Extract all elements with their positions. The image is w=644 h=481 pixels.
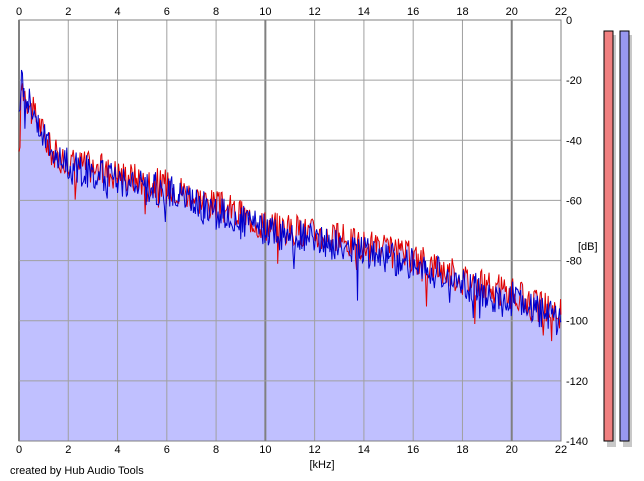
- x-tick-label-top: 8: [213, 6, 219, 18]
- x-tick-label-bottom: 4: [114, 444, 120, 456]
- credit-text: created by Hub Audio Tools: [10, 465, 144, 477]
- spectrum-area-fill: [19, 70, 561, 442]
- x-tick-label-bottom: 14: [358, 444, 370, 456]
- x-tick-label-bottom: 20: [506, 444, 518, 456]
- x-tick-labels-top: 0 2 4 6 8 10 12 14 16 18 20 22: [16, 6, 567, 18]
- x-tick-label-top: 2: [65, 6, 71, 18]
- x-tick-label-bottom: 2: [65, 444, 71, 456]
- y-tick-label: -20: [566, 75, 582, 87]
- x-tick-label-bottom: 12: [309, 444, 321, 456]
- spectrum-fill-layer: [19, 70, 561, 442]
- x-tick-label-bottom: 0: [16, 444, 22, 456]
- left-level-meter: [603, 30, 614, 442]
- x-tick-label-bottom: 16: [407, 444, 419, 456]
- x-tick-label-bottom: 8: [213, 444, 219, 456]
- x-tick-label-top: 12: [309, 6, 321, 18]
- level-meters: [603, 30, 632, 447]
- y-tick-label: -140: [566, 436, 588, 448]
- x-tick-label-top: 22: [555, 6, 567, 18]
- right-channel-line: [18, 69, 562, 336]
- x-tick-label-top: 18: [456, 6, 468, 18]
- x-tick-label-top: 6: [164, 6, 170, 18]
- x-tick-label-top: 20: [506, 6, 518, 18]
- x-tick-label-top: 4: [114, 6, 120, 18]
- plot-frame: [18, 19, 562, 442]
- y-axis-label: [dB]: [578, 241, 598, 253]
- x-tick-label-bottom: 22: [555, 444, 567, 456]
- grid-layer: [18, 19, 562, 442]
- right-level-meter: [619, 30, 630, 442]
- x-tick-label-bottom: 18: [456, 444, 468, 456]
- series-layer: [18, 69, 562, 342]
- x-tick-label-bottom: 10: [259, 444, 271, 456]
- x-tick-label-top: 14: [358, 6, 370, 18]
- y-tick-label: -60: [566, 195, 582, 207]
- y-tick-label: -80: [566, 256, 582, 268]
- x-tick-label-top: 16: [407, 6, 419, 18]
- y-tick-label: -100: [566, 316, 588, 328]
- x-tick-label-top: 10: [259, 6, 271, 18]
- y-tick-label: -120: [566, 376, 588, 388]
- y-tick-labels: 0 -20 -40 -60 -80 -100 -120 -140: [566, 15, 588, 448]
- x-axis-label: [kHz]: [309, 459, 334, 471]
- x-tick-labels-bottom: 0 2 4 6 8 10 12 14 16 18 20 22: [16, 444, 567, 456]
- y-tick-label: -40: [566, 135, 582, 147]
- x-tick-label-top: 0: [16, 6, 22, 18]
- y-tick-label: 0: [566, 15, 572, 27]
- x-tick-label-bottom: 6: [164, 444, 170, 456]
